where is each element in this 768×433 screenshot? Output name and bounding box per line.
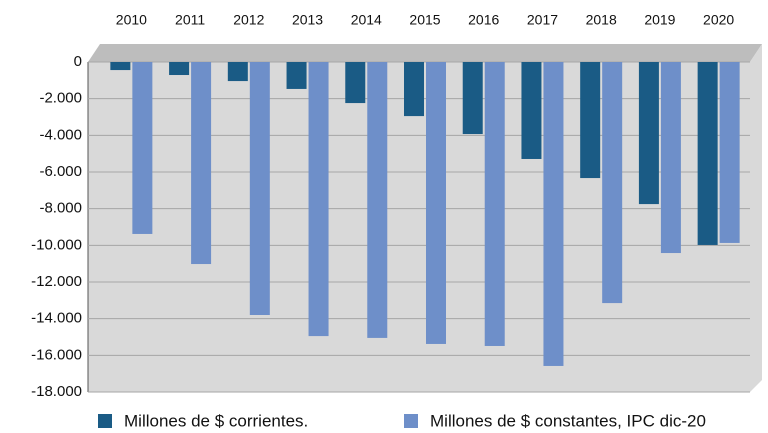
- bar: [345, 62, 366, 104]
- x-tick-label: 2016: [468, 12, 499, 28]
- bar: [602, 62, 623, 304]
- bar: [543, 62, 564, 366]
- x-tick-label: 2018: [586, 12, 617, 28]
- bar: [367, 62, 388, 338]
- bar: [249, 62, 270, 315]
- x-tick-label: 2010: [116, 12, 147, 28]
- y-tick-label: -14.000: [31, 310, 82, 327]
- bar: [580, 62, 601, 179]
- legend-label: Millones de $ corrientes.: [124, 411, 308, 430]
- y-tick-label: -8.000: [39, 200, 82, 217]
- wall-top: [88, 44, 762, 62]
- bar: [110, 62, 131, 71]
- legend-swatch: [98, 414, 112, 428]
- x-tick-label: 2017: [527, 12, 558, 28]
- y-tick-label: 0: [74, 53, 82, 70]
- bar: [227, 62, 248, 82]
- bar: [132, 62, 153, 234]
- bar: [462, 62, 483, 135]
- x-tick-label: 2019: [644, 12, 675, 28]
- y-tick-label: -18.000: [31, 383, 82, 400]
- x-tick-label: 2013: [292, 12, 323, 28]
- bar: [308, 62, 329, 337]
- bar: [286, 62, 307, 89]
- bar: [697, 62, 718, 245]
- y-tick-label: -4.000: [39, 126, 82, 143]
- x-tick-label: 2012: [233, 12, 264, 28]
- bar: [719, 62, 740, 243]
- y-tick-label: -10.000: [31, 236, 82, 253]
- bar: [404, 62, 424, 117]
- y-tick-label: -16.000: [31, 346, 82, 363]
- x-tick-label: 2020: [703, 12, 734, 28]
- y-tick-label: -2.000: [39, 90, 82, 107]
- plot-wall: [88, 44, 762, 392]
- legend-swatch: [404, 414, 418, 428]
- bar: [521, 62, 542, 159]
- bar: [191, 62, 212, 265]
- bar: [169, 62, 190, 76]
- bar: [484, 62, 505, 346]
- bar: [638, 62, 659, 205]
- x-tick-label: 2011: [175, 12, 205, 28]
- y-tick-label: -12.000: [31, 273, 82, 290]
- x-tick-label: 2015: [409, 12, 440, 28]
- x-tick-label: 2014: [351, 12, 382, 28]
- legend-label: Millones de $ constantes, IPC dic-20: [430, 411, 706, 430]
- bar: [426, 62, 446, 344]
- bar: [660, 62, 681, 254]
- y-tick-label: -6.000: [39, 163, 82, 180]
